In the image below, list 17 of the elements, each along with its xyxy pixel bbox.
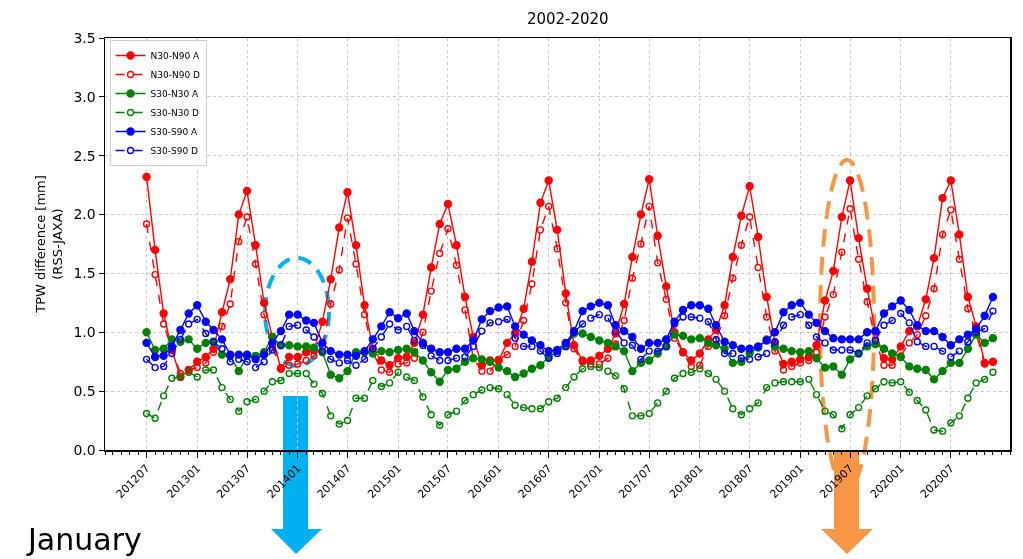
legend-label: S30-N30 D: [150, 108, 199, 119]
y-tick-label: 2.0: [73, 206, 96, 223]
text: January: [28, 522, 142, 557]
y-tick-label: 3.5: [73, 29, 96, 46]
y-tick-label: 3.0: [73, 88, 96, 105]
y-tick-label: 2.5: [73, 147, 96, 164]
chart-title: 2002-2020: [526, 10, 609, 29]
y-tick-label: 1.0: [73, 324, 96, 341]
y-tick-label: 1.5: [73, 265, 96, 282]
legend-label: S30-S90 D: [150, 146, 198, 157]
y-axis-title: TPW difference [mm] (RSS-JAXA): [32, 175, 65, 314]
y-tick-label: 0.0: [73, 441, 96, 458]
legend-label: S30-S90 A: [150, 127, 198, 138]
legend-label: N30-N90 D: [150, 70, 200, 81]
y-tick-label: 0.5: [73, 383, 96, 400]
legend-label: N30-N90 A: [150, 51, 200, 62]
legend-label: S30-N30 A: [150, 89, 199, 100]
